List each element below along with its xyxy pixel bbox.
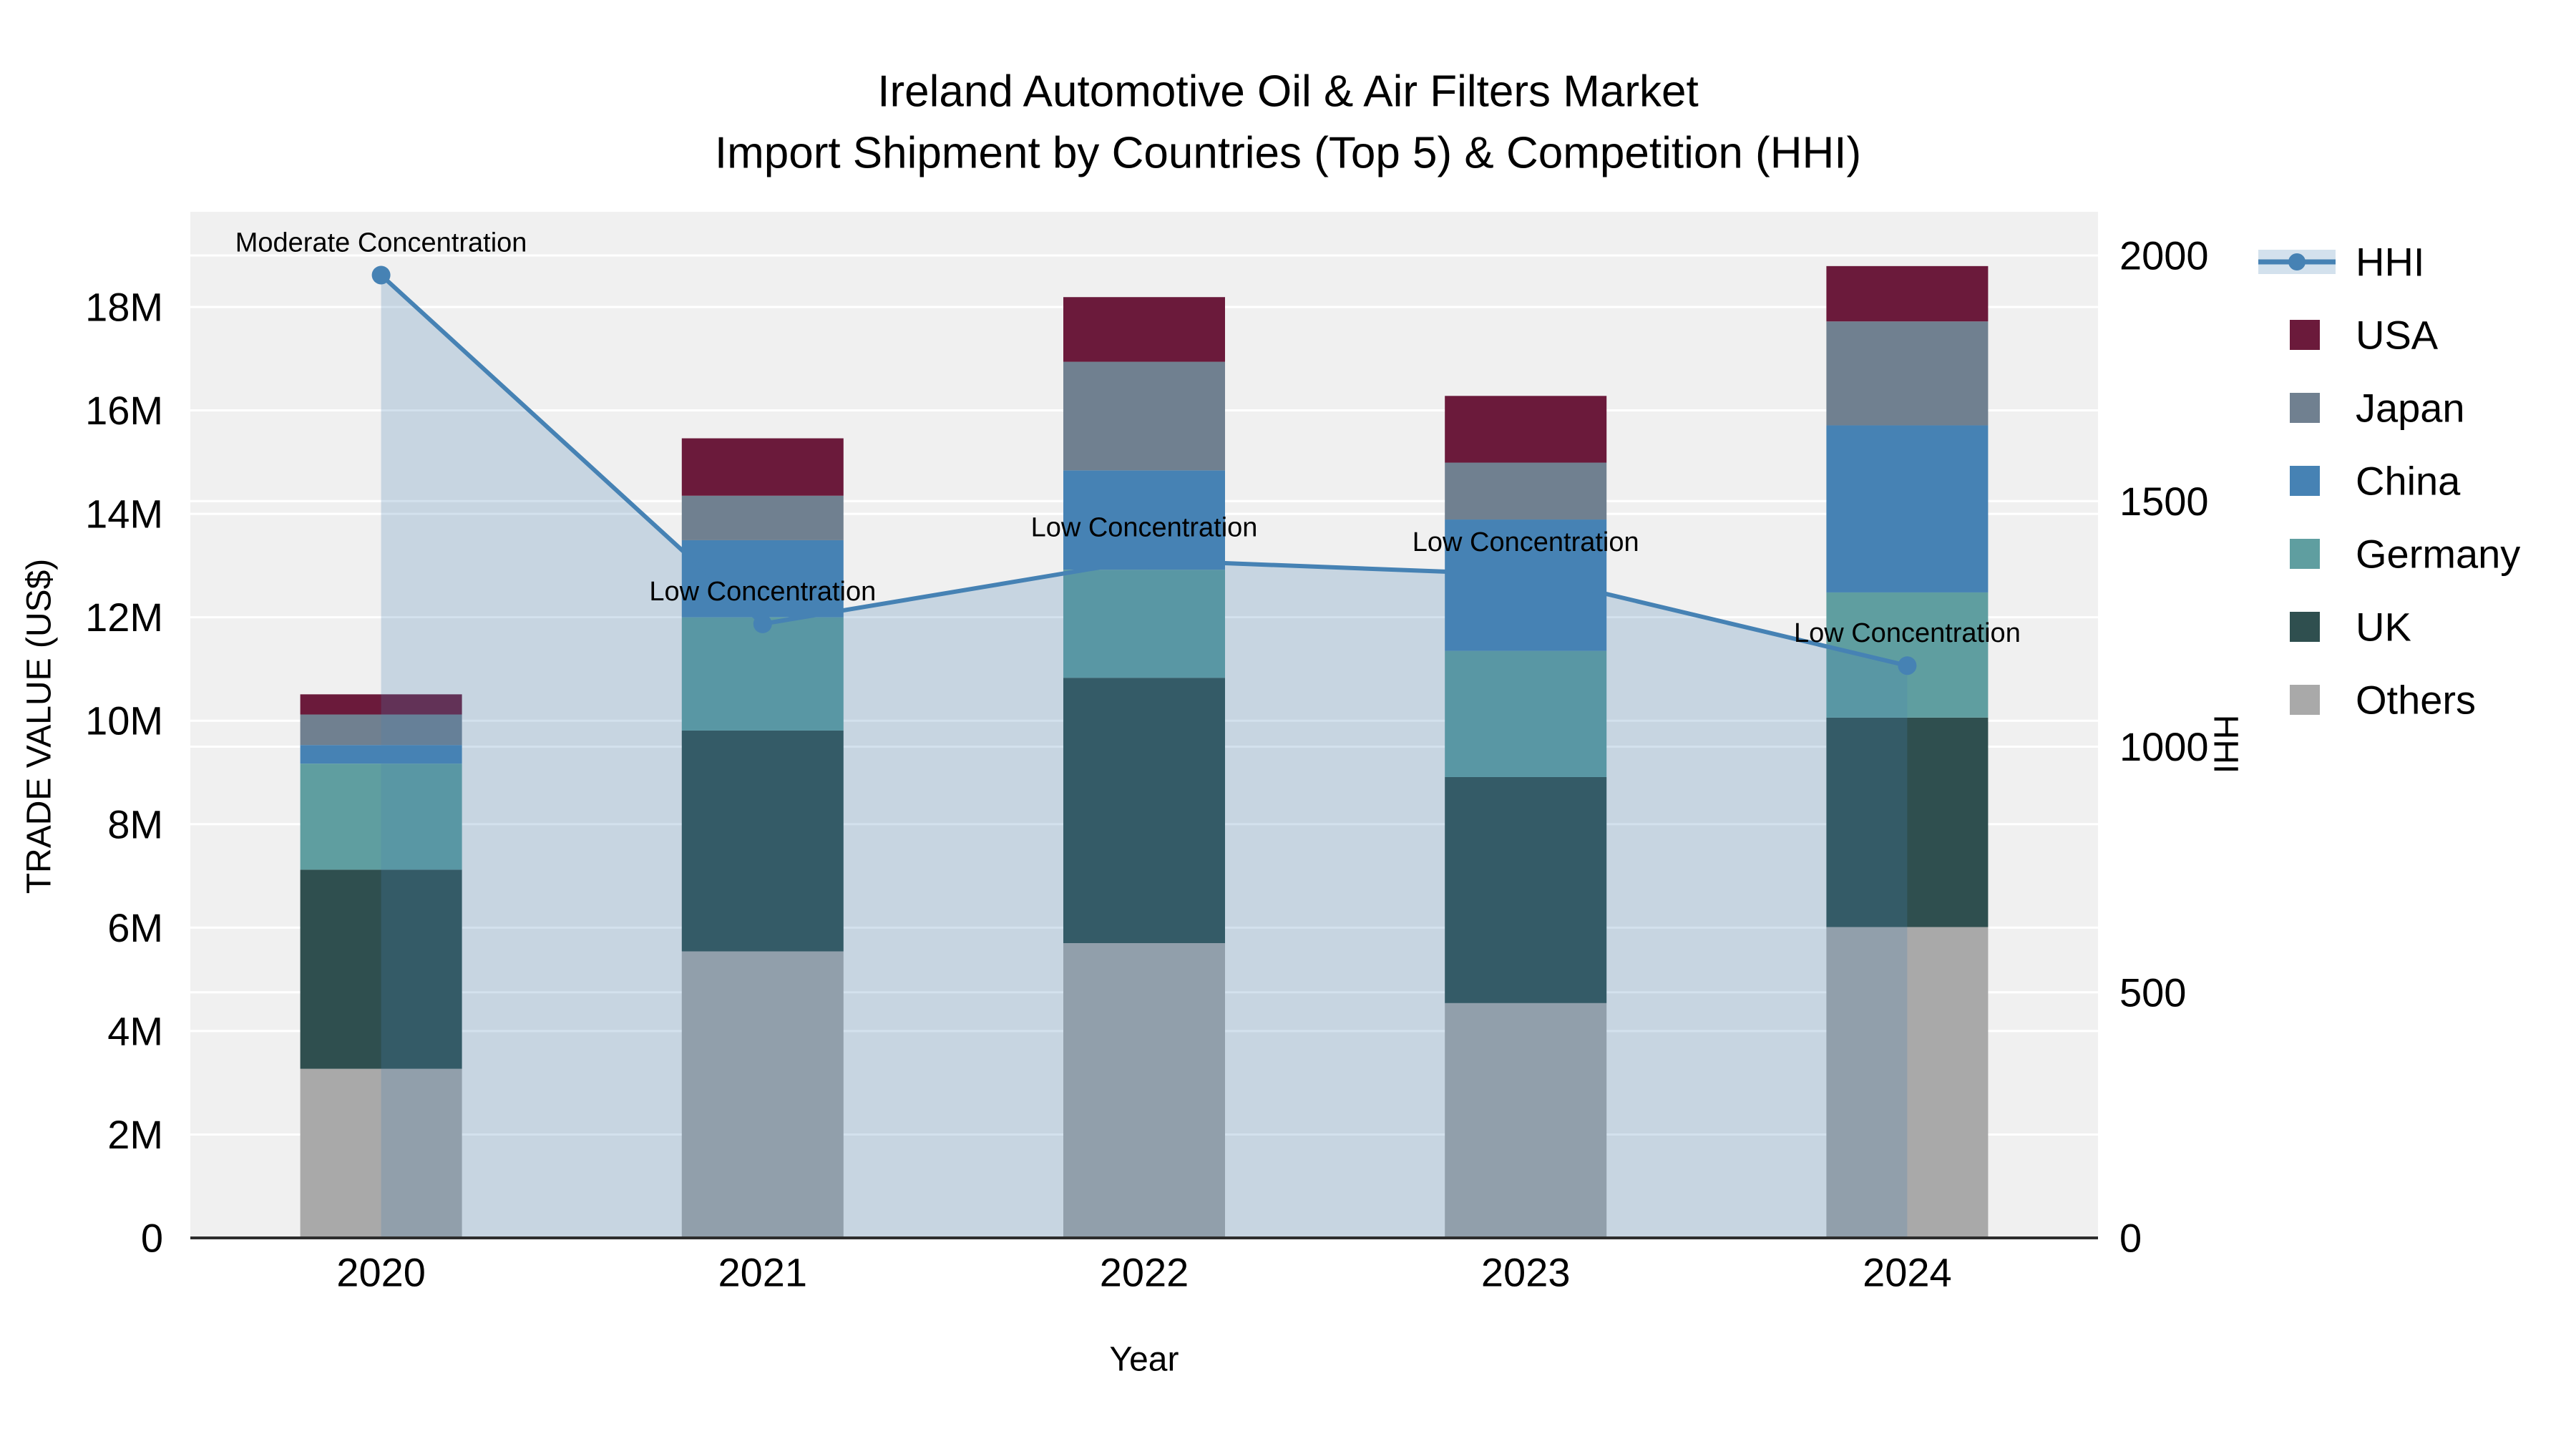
y2-tick-label: 0 [2119,1216,2142,1261]
legend-item-usa[interactable]: USA [2290,313,2439,358]
legend-label-hhi: HHI [2356,240,2424,285]
annotation-2020: Moderate Concentration [235,228,527,258]
hhi-point-2024[interactable] [1898,656,1917,675]
bar-germany-2024[interactable] [1826,592,1989,718]
legend-label-others: Others [2356,678,2476,723]
y-tick-label: 16M [85,388,163,433]
y2-tick-label: 500 [2119,970,2186,1015]
y2-tick-label: 1000 [2119,724,2209,769]
legend-swatch-others [2290,685,2320,715]
legend-hhi-marker-sample [2288,253,2306,270]
hhi-area-fill [381,275,1908,1239]
bar-usa-2021[interactable] [681,438,844,496]
bar-china-2023[interactable] [1445,519,1607,651]
legend-swatch-japan [2290,393,2320,423]
x-tick-label-2021: 2021 [718,1250,808,1295]
bar-usa-2020[interactable] [300,694,462,715]
legend-item-others[interactable]: Others [2290,678,2476,723]
bar-usa-2024[interactable] [1826,265,1989,322]
y-tick-label: 14M [85,492,163,537]
bar-japan-2022[interactable] [1063,361,1225,471]
bar-others-2020[interactable] [300,1068,462,1238]
bar-others-2022[interactable] [1063,943,1225,1238]
x-tick-label-2022: 2022 [1100,1250,1189,1295]
legend-swatch-china [2290,466,2320,496]
bar-others-2024[interactable] [1826,927,1989,1238]
annotation-2022: Low Concentration [1031,513,1258,543]
bar-germany-2022[interactable] [1063,570,1225,678]
y-tick-label: 6M [107,905,163,950]
bar-japan-2021[interactable] [681,495,844,540]
y-tick-label: 0 [141,1216,163,1261]
bar-china-2020[interactable] [300,745,462,764]
hhi-point-2020[interactable] [371,265,391,285]
bar-japan-2020[interactable] [300,714,462,746]
legend-item-uk[interactable]: UK [2290,605,2411,650]
legend-label-usa: USA [2356,313,2439,358]
annotation-2023: Low Concentration [1413,527,1639,557]
hhi-point-2022[interactable] [1135,550,1153,570]
bar-japan-2024[interactable] [1826,321,1989,426]
x-tick-label-2023: 2023 [1481,1250,1571,1295]
bar-japan-2023[interactable] [1445,462,1607,520]
y-tick-label: 4M [107,1008,163,1053]
bar-china-2024[interactable] [1826,425,1989,592]
legend-label-china: China [2356,459,2461,504]
bar-uk-2021[interactable] [681,730,844,952]
x-tick-label-2024: 2024 [1863,1250,1952,1295]
legend-item-hhi[interactable]: HHI [2258,240,2424,285]
legend-item-germany[interactable]: Germany [2290,532,2520,577]
y-tick-label: 12M [85,595,163,640]
y2-axis-title: HHI [2207,715,2245,774]
bar-uk-2020[interactable] [300,869,462,1069]
bar-usa-2023[interactable] [1445,396,1607,463]
chart-title-line1: Ireland Automotive Oil & Air Filters Mar… [877,67,1698,117]
y2-tick-label: 2000 [2119,233,2209,278]
legend-label-japan: Japan [2356,386,2465,431]
y-tick-label: 2M [107,1112,163,1157]
x-axis-title: Year [1110,1341,1179,1379]
bar-germany-2023[interactable] [1445,650,1607,777]
bar-china-2021[interactable] [681,540,844,618]
bar-others-2023[interactable] [1445,1002,1607,1238]
bar-uk-2023[interactable] [1445,776,1607,1003]
bar-germany-2020[interactable] [300,763,462,870]
bar-uk-2022[interactable] [1063,678,1225,944]
y-tick-label: 10M [85,698,163,743]
legend-label-germany: Germany [2356,532,2520,577]
bar-uk-2024[interactable] [1826,717,1989,927]
hhi-point-2023[interactable] [1516,565,1536,585]
legend-label-uk: UK [2356,605,2411,650]
y2-tick-label: 1500 [2119,479,2209,524]
bar-germany-2021[interactable] [681,617,844,731]
x-tick-label-2020: 2020 [336,1250,426,1295]
y-tick-label: 18M [85,284,163,329]
legend-swatch-germany [2290,539,2320,569]
bar-usa-2022[interactable] [1063,297,1225,362]
legend-item-china[interactable]: China [2290,459,2461,504]
bar-others-2021[interactable] [681,951,844,1238]
legend-item-japan[interactable]: Japan [2290,386,2465,431]
hhi-point-2021[interactable] [753,614,772,633]
y-axis-title: TRADE VALUE (US$) [21,559,59,894]
annotation-2024: Low Concentration [1794,618,2021,648]
annotation-2021: Low Concentration [649,577,876,607]
legend-swatch-uk [2290,612,2320,642]
y-tick-label: 8M [107,801,163,847]
legend-swatch-usa [2290,320,2320,350]
chart-title-line2: Import Shipment by Countries (Top 5) & C… [715,129,1861,178]
